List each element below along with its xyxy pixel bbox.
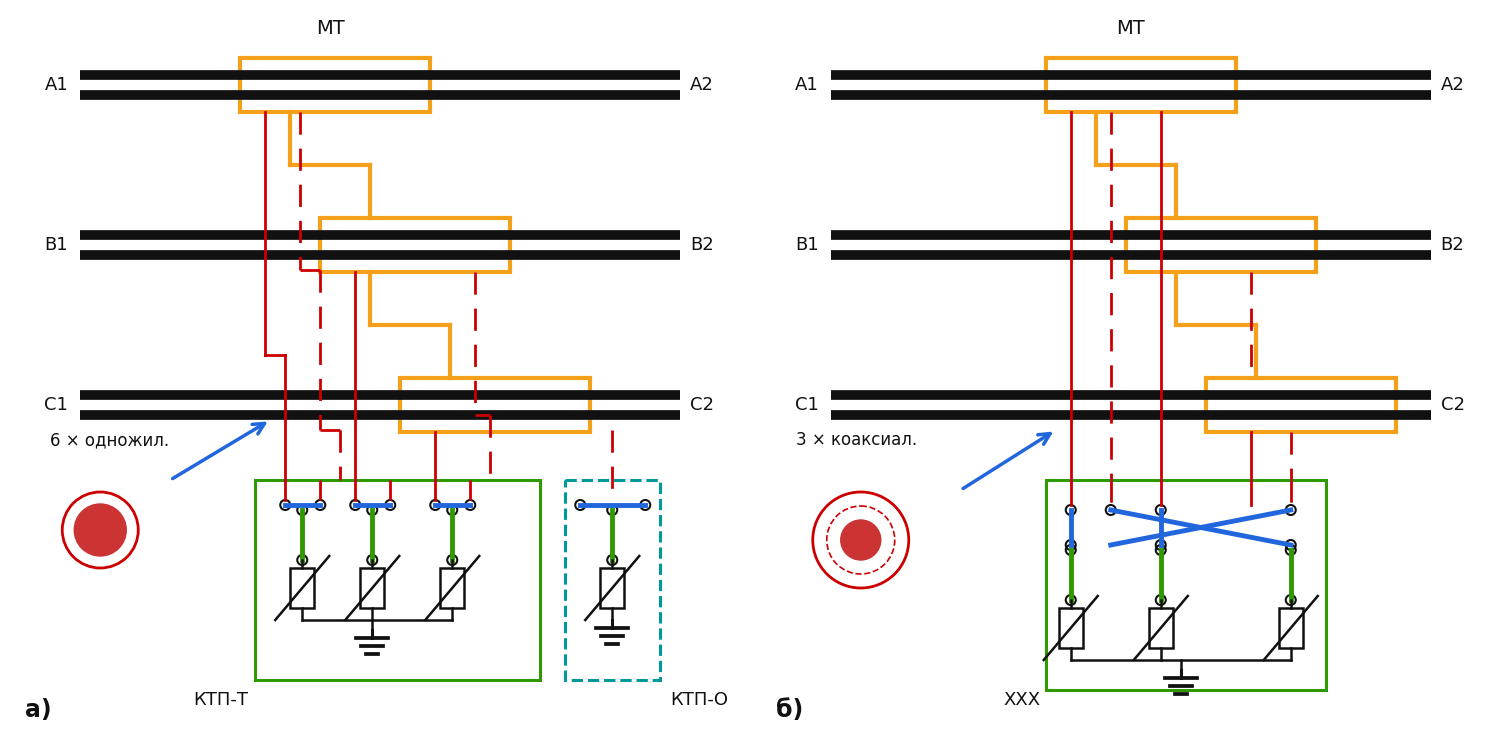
Text: С1: С1 — [796, 396, 818, 414]
Bar — [566, 480, 660, 680]
Bar — [600, 568, 624, 608]
Bar — [1205, 378, 1396, 432]
Circle shape — [841, 520, 881, 560]
Text: б): б) — [776, 698, 803, 722]
Bar — [1148, 608, 1172, 648]
Text: А1: А1 — [45, 76, 68, 94]
Bar — [1046, 58, 1235, 112]
Text: а): а) — [26, 698, 53, 722]
Bar — [255, 480, 540, 680]
Text: С2: С2 — [690, 396, 714, 414]
Text: А1: А1 — [796, 76, 818, 94]
Bar — [320, 218, 510, 272]
Bar — [360, 568, 384, 608]
Text: В1: В1 — [796, 236, 818, 254]
Circle shape — [74, 504, 126, 556]
Text: В2: В2 — [1441, 236, 1465, 254]
Bar — [240, 58, 431, 112]
Text: МТ: МТ — [1117, 18, 1145, 37]
Text: А2: А2 — [1441, 76, 1465, 94]
Text: КТП-О: КТП-О — [671, 691, 728, 709]
Bar — [1126, 218, 1316, 272]
Text: В2: В2 — [690, 236, 714, 254]
Text: МТ: МТ — [315, 18, 345, 37]
Text: 6 × одножил.: 6 × одножил. — [50, 431, 170, 449]
Text: ХХХ: ХХХ — [1004, 691, 1040, 709]
Bar — [1046, 480, 1325, 690]
Text: С2: С2 — [1441, 396, 1465, 414]
Bar — [290, 568, 314, 608]
Bar — [1279, 608, 1303, 648]
Bar — [440, 568, 464, 608]
Bar — [401, 378, 590, 432]
Text: А2: А2 — [690, 76, 714, 94]
Bar — [1058, 608, 1082, 648]
Text: 3 × коаксиал.: 3 × коаксиал. — [796, 431, 917, 449]
Text: КТП-Т: КТП-Т — [194, 691, 248, 709]
Text: С1: С1 — [45, 396, 68, 414]
Text: В1: В1 — [45, 236, 68, 254]
